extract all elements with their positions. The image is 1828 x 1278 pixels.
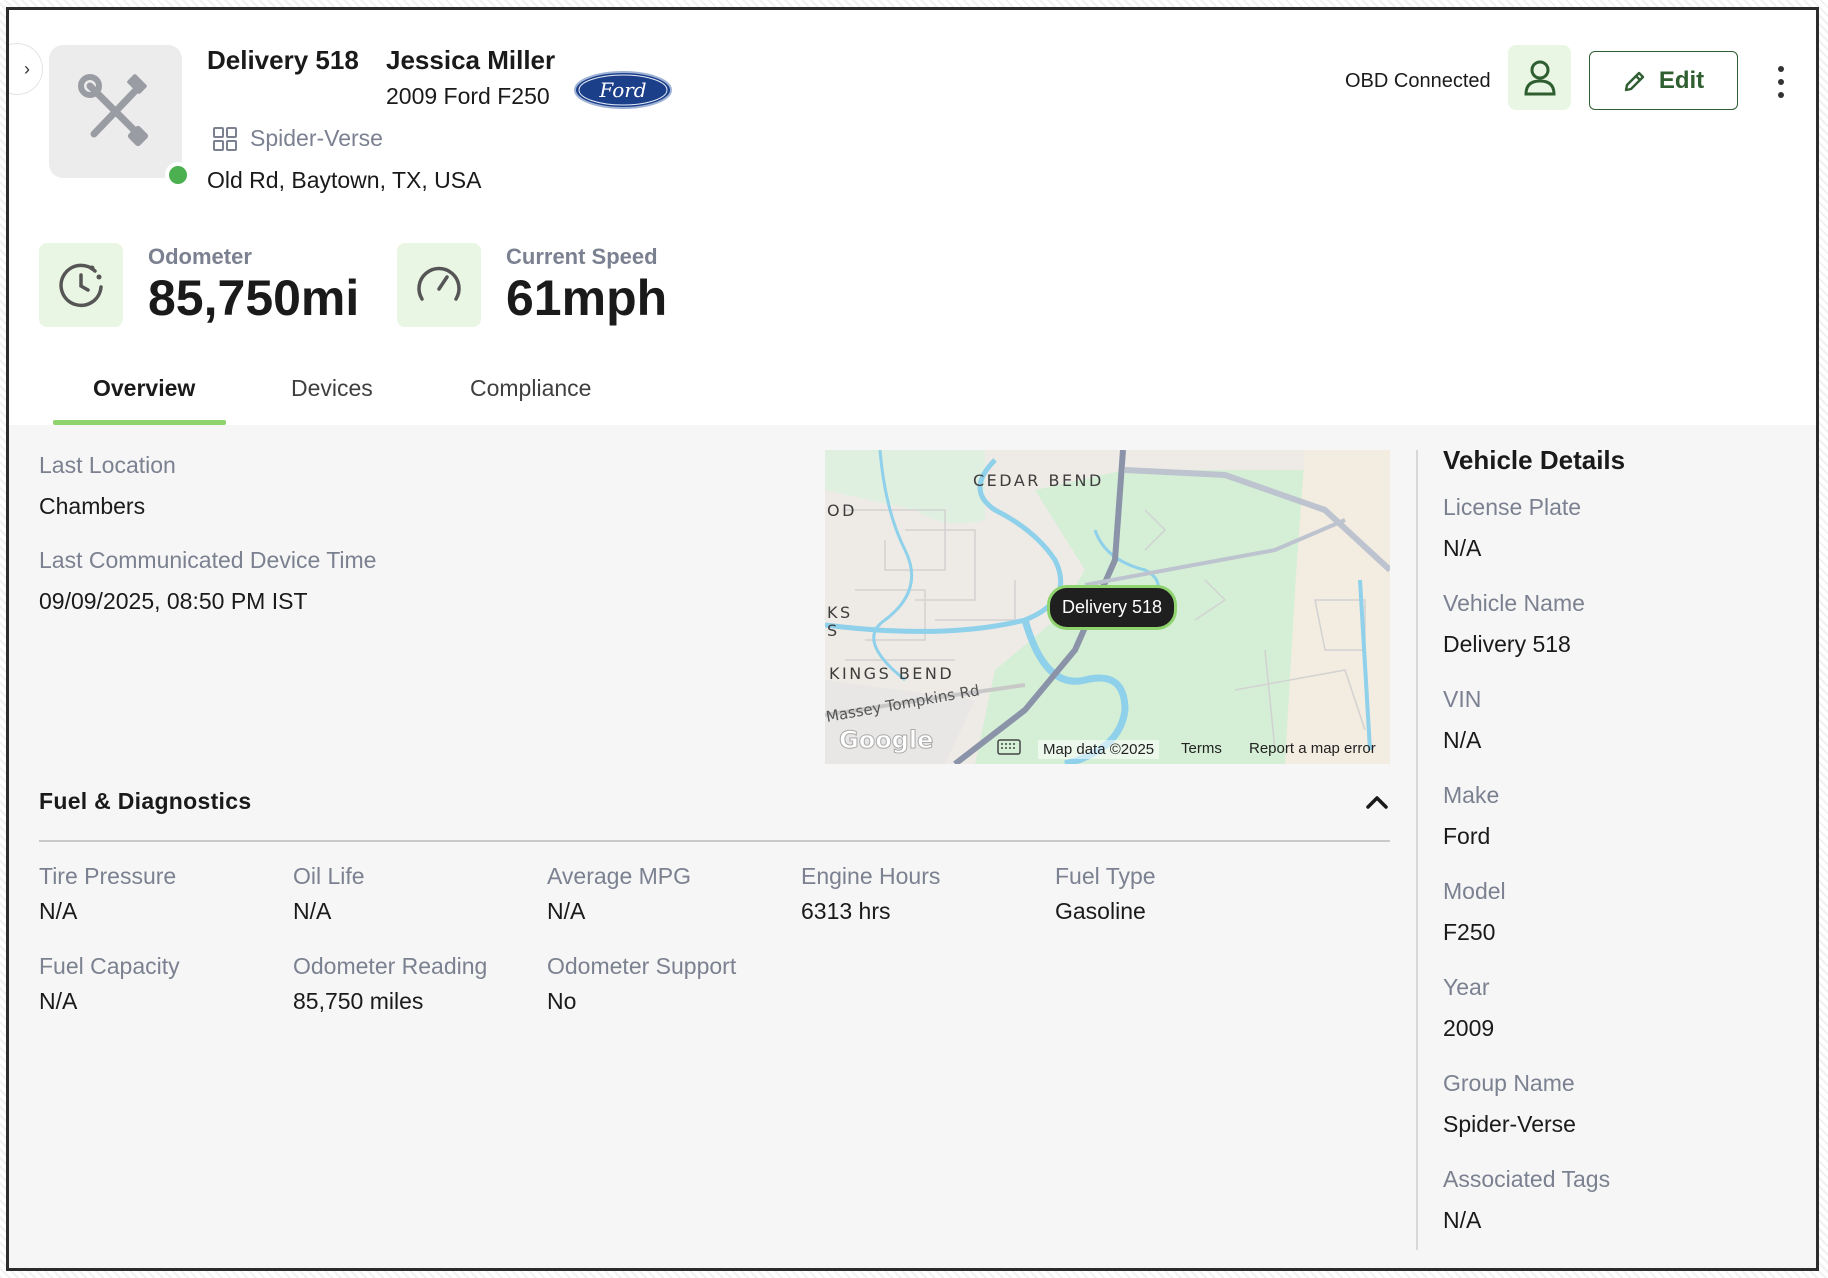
- diag-value: N/A: [293, 898, 332, 924]
- chevron-right-icon: ›: [24, 58, 30, 79]
- svg-text:OD: OD: [827, 501, 857, 520]
- detail-value: Ford: [1443, 823, 1491, 849]
- fuel-section-title: Fuel & Diagnostics: [39, 788, 252, 814]
- ford-logo: Ford: [574, 71, 672, 109]
- speedometer-icon: [417, 266, 461, 301]
- svg-text:KINGS BEND: KINGS BEND: [829, 664, 954, 683]
- detail-value: N/A: [1443, 1207, 1482, 1233]
- pencil-icon: [1624, 71, 1645, 91]
- map-report-link[interactable]: Report a map error: [1249, 740, 1376, 757]
- tab-devices[interactable]: Devices: [291, 375, 373, 401]
- vehicle-address: Old Rd, Baytown, TX, USA: [207, 167, 482, 193]
- location-map[interactable]: CEDAR BEND OD KS S KINGS BEND Massey Tom…: [825, 450, 1390, 764]
- odometer-icon: [59, 263, 103, 308]
- diag-label: Fuel Type: [1055, 863, 1156, 889]
- detail-label: Group Name: [1443, 1070, 1575, 1096]
- group-grid-icon: [213, 126, 237, 151]
- svg-text:Ford: Ford: [598, 78, 646, 102]
- vehicle-detail-panel: › Delivery 518 Jessica Miller 2009 Ford …: [6, 7, 1819, 1271]
- more-options-button[interactable]: [1771, 62, 1791, 102]
- detail-label: License Plate: [1443, 494, 1582, 520]
- odometer-metric: Odometer 85,750mi: [39, 243, 359, 327]
- detail-value: F250: [1443, 919, 1496, 945]
- metric-label: Current Speed: [506, 244, 658, 269]
- vehicle-model: 2009 Ford F250: [386, 83, 550, 109]
- svg-text:KS: KS: [827, 603, 853, 622]
- more-dot: [1778, 79, 1784, 85]
- detail-value: N/A: [1443, 727, 1482, 753]
- user-icon: [1523, 60, 1556, 95]
- overview-content: Last Location Chambers Last Communicated…: [9, 425, 1816, 1268]
- tab-bar: Overview Devices Compliance: [9, 365, 1816, 425]
- keyboard-icon: [997, 739, 1021, 755]
- metric-value: 61mph: [506, 270, 668, 326]
- more-dot: [1778, 92, 1784, 98]
- diag-value: 85,750 miles: [293, 988, 424, 1014]
- online-status-indicator: [165, 162, 191, 188]
- chevron-up-icon[interactable]: [1366, 795, 1388, 809]
- diag-value: N/A: [547, 898, 586, 924]
- metric-label: Odometer: [148, 244, 252, 269]
- diag-label: Odometer Support: [547, 953, 737, 979]
- detail-label: Make: [1443, 782, 1500, 808]
- diag-label: Odometer Reading: [293, 953, 488, 979]
- edit-button[interactable]: Edit: [1589, 51, 1738, 110]
- svg-text:S: S: [827, 621, 840, 640]
- assign-driver-button[interactable]: [1508, 45, 1571, 110]
- map-terms-link[interactable]: Terms: [1181, 740, 1222, 757]
- detail-value: Delivery 518: [1443, 631, 1571, 657]
- driver-name[interactable]: Jessica Miller: [386, 45, 556, 75]
- odometer-icon-tile: [39, 243, 123, 327]
- svg-text:CEDAR BEND: CEDAR BEND: [973, 471, 1104, 490]
- diag-label: Average MPG: [547, 863, 692, 889]
- vehicle-details-title: Vehicle Details: [1443, 445, 1626, 475]
- last-location-label: Last Location: [39, 452, 176, 478]
- diag-label: Fuel Capacity: [39, 953, 180, 979]
- diag-value: No: [547, 988, 577, 1014]
- vehicle-header: › Delivery 518 Jessica Miller 2009 Ford …: [9, 10, 1816, 425]
- last-comm-label: Last Communicated Device Time: [39, 547, 377, 573]
- detail-label: Vehicle Name: [1443, 590, 1585, 616]
- diag-label: Oil Life: [293, 863, 365, 889]
- diag-value: Gasoline: [1055, 898, 1146, 924]
- diag-label: Tire Pressure: [39, 863, 177, 889]
- more-dot: [1778, 66, 1784, 72]
- last-comm-value: 09/09/2025, 08:50 PM IST: [39, 588, 308, 614]
- section-divider: [39, 840, 1390, 842]
- metric-value: 85,750mi: [148, 270, 360, 326]
- active-tab-indicator: [53, 420, 226, 425]
- detail-label: Associated Tags: [1443, 1166, 1611, 1192]
- group-row: Spider-Verse: [212, 125, 383, 152]
- detail-value: 2009: [1443, 1015, 1495, 1041]
- collapse-sidebar-button[interactable]: ›: [9, 43, 43, 95]
- tab-overview[interactable]: Overview: [93, 375, 196, 401]
- obd-status: OBD Connected: [1345, 70, 1491, 92]
- diag-value: N/A: [39, 988, 78, 1014]
- speed-metric: Current Speed 61mph: [397, 243, 667, 327]
- detail-value: N/A: [1443, 535, 1482, 561]
- map-marker[interactable]: Delivery 518: [1047, 585, 1178, 630]
- detail-label: Year: [1443, 974, 1490, 1000]
- detail-label: VIN: [1443, 686, 1482, 712]
- detail-label: Model: [1443, 878, 1506, 904]
- speed-icon-tile: [397, 243, 481, 327]
- last-location-value: Chambers: [39, 493, 146, 519]
- edit-label: Edit: [1658, 66, 1705, 94]
- group-name: Spider-Verse: [250, 125, 383, 151]
- details-divider: [1416, 450, 1418, 1250]
- vehicle-avatar: [49, 45, 182, 178]
- svg-text:Google: Google: [839, 726, 933, 754]
- map-canvas: CEDAR BEND OD KS S KINGS BEND Massey Tom…: [825, 450, 1390, 764]
- map-attribution: Map data ©2025: [1038, 740, 1160, 759]
- map-marker-label: Delivery 518: [1062, 597, 1163, 617]
- detail-value: Spider-Verse: [1443, 1111, 1576, 1137]
- diag-label: Engine Hours: [801, 863, 941, 889]
- diag-value: N/A: [39, 898, 78, 924]
- tools-icon: [77, 73, 148, 146]
- tab-compliance[interactable]: Compliance: [470, 375, 592, 401]
- diag-value: 6313 hrs: [801, 898, 891, 924]
- vehicle-title: Delivery 518: [207, 45, 359, 75]
